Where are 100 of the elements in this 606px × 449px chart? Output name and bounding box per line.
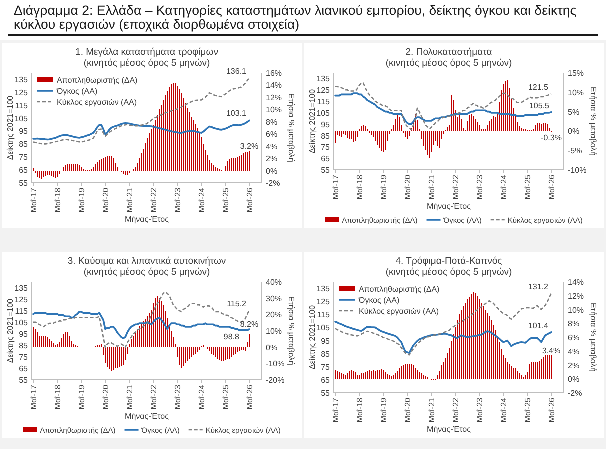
data-label: 3.2% — [240, 142, 259, 152]
y2-tick-label: 14% — [568, 278, 584, 286]
y-tick-label: 105 — [14, 318, 29, 327]
chart-title: 3. Καύσιμα και λιπαντικά αυτοκινήτων — [68, 256, 226, 267]
chart-subtitle: (κινητός μέσος όρος 5 μηνών) — [386, 267, 512, 278]
x-tick-label: Μαΐ-17 — [29, 187, 38, 213]
x-tick-label: Μαΐ-20 — [403, 174, 412, 200]
y-tick-label: 95 — [321, 120, 331, 129]
x-tick-label: Μαΐ-17 — [29, 384, 38, 410]
y-axis-title: Δείκτης 2021=100 — [6, 95, 14, 160]
y2-tick-label: 10% — [568, 88, 584, 97]
legend-label: Όγκος (ΑΑ) — [56, 86, 98, 96]
y-tick-label: 105 — [14, 114, 29, 123]
y2-axis-title: Ετήσια % μεταβολή — [590, 86, 598, 156]
y-tick-label: 75 — [321, 362, 331, 372]
data-label: 101.4 — [528, 321, 550, 330]
y2-tick-label: 12% — [266, 92, 282, 102]
x-tick-label: Μαΐ-23 — [173, 187, 182, 213]
y2-tick-label: 2% — [266, 154, 278, 164]
y2-tick-label: -5% — [568, 146, 582, 156]
x-tick-label: Μαΐ-23 — [475, 174, 484, 200]
y2-axis-title: Ετήσια % μεταβολή — [288, 296, 296, 366]
x-tick-label: Μαΐ-18 — [355, 174, 364, 200]
y-tick-label: 75 — [19, 152, 29, 162]
x-tick-label: Μαΐ-24 — [197, 384, 206, 410]
x-tick-label: Μαΐ-25 — [221, 187, 230, 213]
x-tick-label: Μαΐ-18 — [53, 187, 62, 213]
data-label: 3.4% — [542, 346, 561, 356]
x-tick-label: Μαΐ-23 — [475, 397, 484, 423]
text: Διάγραμμα 2: Ελλάδα – Κατηγορίες καταστημάτων λιανικού εμπορίου, δείκτης όγκου και δείκτης κύκλου εργασιών (εποχικά διορθωμένα στοιχεία) — [8, 3, 598, 36]
y2-tick-label: 4% — [568, 346, 580, 356]
x-tick-label: Μαΐ-17 — [331, 397, 340, 423]
y2-tick-label: -10% — [568, 166, 587, 174]
y2-tick-label: 6% — [266, 130, 278, 139]
y-tick-label: 135 — [316, 284, 331, 294]
x-tick-label: Μαΐ-25 — [523, 174, 532, 200]
y2-tick-label: 6% — [568, 333, 580, 342]
x-tick-label: Μαΐ-22 — [451, 174, 460, 200]
x-tick-label: Μαΐ-22 — [149, 384, 158, 410]
chart-subtitle: (κινητός μέσος όρος 5 μηνών) — [386, 58, 512, 69]
y2-tick-label: 30% — [266, 294, 282, 303]
y-axis-title: Δείκτης 2021=100 — [308, 304, 316, 370]
line-series — [334, 92, 552, 126]
data-label: 115.2 — [227, 300, 248, 309]
y-tick-label: 115 — [317, 97, 331, 106]
chart-title: 2. Πολυκαταστήματα — [406, 47, 493, 58]
legend-label: Όγκος (ΑΑ) — [358, 296, 400, 304]
y-tick-label: 115 — [15, 306, 29, 316]
x-tick-label: Μαΐ-21 — [427, 397, 436, 423]
x-tick-label: Μαΐ-21 — [125, 187, 134, 213]
y2-tick-label: -20% — [266, 376, 285, 384]
chart-title: 4. Τρόφιμα-Ποτά-Καπνός — [396, 256, 503, 267]
x-tick-label: Μαΐ-22 — [149, 187, 158, 213]
y-tick-label: 125 — [14, 294, 29, 304]
y-tick-label: 85 — [321, 131, 331, 140]
legend-label: Κύκλος εργασιών (ΑΑ) — [359, 306, 440, 316]
data-label: 121.5 — [528, 83, 550, 92]
x-tick-label: Μαΐ-22 — [451, 397, 460, 423]
legend-label: Αποπληθωριστής (ΔΑ) — [359, 284, 440, 294]
x-tick-label: Μαΐ-20 — [101, 187, 110, 213]
y2-tick-label: 8% — [568, 319, 580, 328]
x-axis-title: Μήνας-Έτος — [125, 215, 170, 224]
y2-tick-label: 16% — [266, 68, 282, 78]
y2-tick-label: -10% — [266, 359, 285, 368]
y2-tick-label: -2% — [266, 178, 280, 188]
y2-tick-label: 14% — [266, 80, 282, 90]
y2-tick-label: 8% — [266, 117, 278, 126]
y2-tick-label: 10% — [266, 326, 282, 336]
data-label: 103.1 — [226, 108, 248, 118]
y-axis-title: Δείκτης 2021=100 — [6, 298, 14, 364]
y2-tick-label: -2% — [568, 388, 582, 398]
x-tick-label: Μαΐ-23 — [173, 384, 182, 410]
y-tick-label: 125 — [316, 297, 331, 306]
y-tick-label: 105 — [316, 323, 331, 332]
y-tick-label: 125 — [14, 88, 29, 97]
y-tick-label: 135 — [14, 283, 29, 292]
x-tick-label: Μαΐ-24 — [499, 174, 508, 200]
y-axis-title: Δείκτης 2021=100 — [308, 88, 316, 154]
y-tick-label: 95 — [19, 126, 29, 136]
chart-subtitle: (κινητός μέσος όρος 5 μηνών) — [84, 267, 210, 278]
x-axis-title: Μήνας-Έτος — [125, 412, 170, 421]
legend-label: Κύκλος εργασιών (ΑΑ) — [57, 98, 138, 106]
y-tick-label: 115 — [317, 310, 331, 320]
x-tick-label: Μαΐ-20 — [403, 397, 412, 423]
y-tick-label: 115 — [15, 100, 29, 110]
data-label: 8.2% — [240, 320, 259, 329]
y-tick-label: 65 — [19, 166, 29, 175]
x-tick-label: Μαΐ-18 — [355, 397, 364, 423]
x-axis-title: Μήνας-Έτος — [427, 202, 472, 211]
y-tick-label: 125 — [316, 86, 331, 95]
y2-tick-label: 12% — [568, 291, 584, 300]
y2-axis-title: Ετήσια % μεταβολή — [288, 93, 296, 163]
x-tick-label: Μαΐ-24 — [197, 187, 206, 213]
x-tick-label: Μαΐ-26 — [245, 187, 254, 213]
chart-title: 1. Μεγάλα καταστήματα τροφίμων — [76, 47, 219, 58]
line-series — [32, 120, 250, 141]
y2-axis-title: Ετήσια % μεταβολή — [590, 302, 598, 372]
x-tick-label: Μαΐ-19 — [77, 384, 86, 410]
x-tick-label: Μαΐ-18 — [53, 384, 62, 410]
y2-tick-label: 15% — [568, 68, 584, 78]
